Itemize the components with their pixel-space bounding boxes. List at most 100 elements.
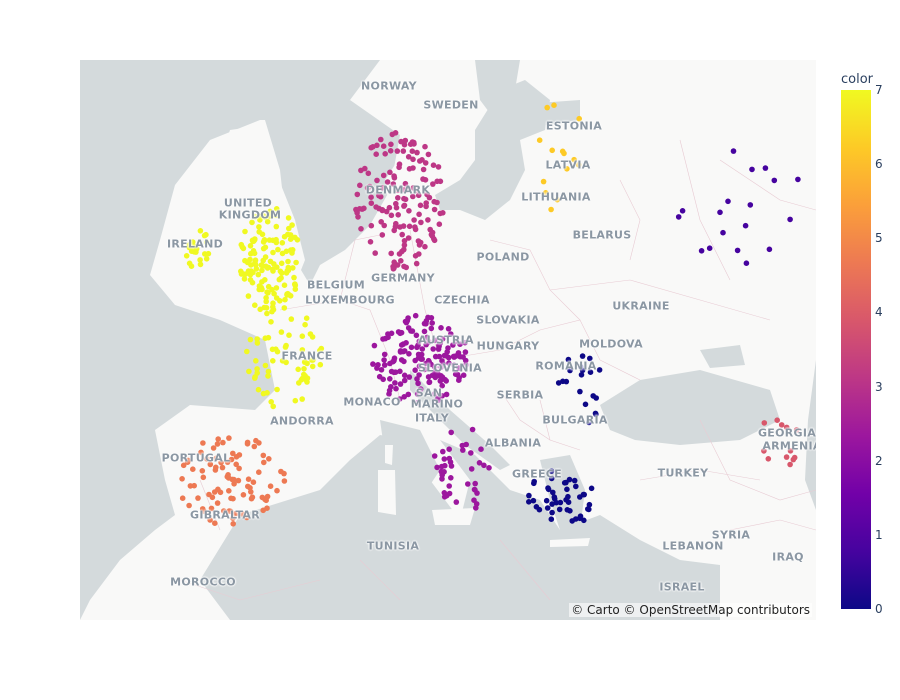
map-marker[interactable] (401, 238, 408, 244)
map-marker[interactable] (273, 285, 280, 291)
map-marker[interactable] (244, 348, 250, 355)
map-marker[interactable] (238, 268, 244, 275)
map-marker[interactable] (412, 367, 419, 374)
map-marker[interactable] (278, 260, 285, 267)
map-marker[interactable] (563, 378, 570, 385)
map-marker[interactable] (267, 483, 274, 490)
map-marker[interactable] (410, 156, 416, 163)
map-marker[interactable] (435, 397, 442, 404)
map-marker[interactable] (548, 206, 554, 213)
map-marker[interactable] (358, 226, 364, 232)
map-marker[interactable] (460, 447, 466, 453)
map-marker[interactable] (405, 154, 412, 160)
map-marker[interactable] (374, 177, 380, 184)
map-marker[interactable] (246, 368, 252, 375)
map-marker[interactable] (251, 250, 258, 257)
map-marker[interactable] (765, 456, 772, 462)
map-marker[interactable] (289, 222, 295, 228)
map-marker[interactable] (445, 354, 452, 361)
map-marker[interactable] (213, 455, 220, 462)
map-marker[interactable] (290, 265, 296, 271)
map-marker[interactable] (420, 166, 427, 173)
map-marker[interactable] (787, 461, 793, 468)
map-marker[interactable] (401, 187, 408, 193)
map-marker[interactable] (224, 459, 231, 465)
map-marker[interactable] (472, 480, 479, 487)
map-marker[interactable] (388, 330, 395, 337)
map-marker[interactable] (429, 229, 436, 236)
map-marker[interactable] (389, 131, 396, 138)
map-marker[interactable] (415, 192, 422, 199)
map-marker[interactable] (199, 468, 206, 474)
map-marker[interactable] (259, 267, 265, 274)
map-marker[interactable] (388, 141, 394, 148)
map-marker[interactable] (787, 448, 794, 454)
map-marker[interactable] (434, 464, 440, 471)
map-marker[interactable] (734, 247, 741, 254)
map-marker[interactable] (238, 241, 245, 248)
map-marker[interactable] (425, 217, 431, 223)
map-marker[interactable] (400, 348, 407, 355)
map-marker[interactable] (436, 221, 443, 227)
map-marker[interactable] (439, 393, 446, 399)
map-marker[interactable] (418, 386, 424, 392)
map-marker[interactable] (561, 150, 567, 157)
map-marker[interactable] (474, 490, 480, 496)
map-marker[interactable] (179, 476, 185, 482)
map-marker[interactable] (265, 373, 271, 379)
map-marker[interactable] (549, 147, 555, 154)
map-marker[interactable] (593, 411, 599, 418)
map-marker[interactable] (241, 276, 248, 282)
map-marker[interactable] (249, 219, 255, 226)
map-marker[interactable] (401, 358, 407, 365)
map-marker[interactable] (287, 236, 294, 242)
map-marker[interactable] (679, 208, 686, 214)
map-marker[interactable] (357, 182, 363, 189)
map-marker[interactable] (296, 380, 302, 386)
map-marker[interactable] (430, 346, 437, 352)
map-marker[interactable] (264, 310, 270, 317)
map-marker[interactable] (275, 246, 281, 253)
map-marker[interactable] (248, 489, 254, 495)
map-marker[interactable] (285, 258, 291, 265)
map-marker[interactable] (401, 242, 408, 248)
map-marker[interactable] (249, 494, 256, 501)
map-marker[interactable] (256, 229, 262, 235)
map-marker[interactable] (180, 462, 187, 469)
map-marker[interactable] (279, 270, 285, 276)
map-marker[interactable] (452, 353, 459, 359)
map-marker[interactable] (262, 277, 268, 283)
map-marker[interactable] (567, 367, 573, 374)
map-marker[interactable] (435, 164, 442, 170)
map-marker[interactable] (403, 340, 409, 346)
map-marker[interactable] (590, 393, 596, 399)
map-marker[interactable] (531, 480, 537, 487)
map-marker[interactable] (301, 359, 308, 365)
map-marker[interactable] (456, 365, 462, 371)
map-marker[interactable] (299, 396, 305, 402)
map-marker[interactable] (263, 298, 269, 305)
map-marker[interactable] (446, 483, 453, 489)
map-marker[interactable] (553, 499, 560, 506)
map-marker[interactable] (183, 253, 190, 259)
map-marker[interactable] (419, 356, 426, 362)
map-marker[interactable] (398, 258, 404, 264)
map-marker[interactable] (199, 506, 206, 512)
map-marker[interactable] (279, 240, 286, 246)
map-marker[interactable] (564, 166, 570, 172)
map-marker[interactable] (197, 261, 204, 268)
map-marker[interactable] (231, 476, 237, 483)
map-marker[interactable] (266, 456, 272, 462)
map-marker[interactable] (214, 441, 221, 447)
map-marker[interactable] (476, 460, 483, 466)
map-marker[interactable] (211, 489, 218, 495)
map-marker[interactable] (242, 228, 248, 235)
map-marker[interactable] (575, 162, 582, 168)
map-marker[interactable] (421, 320, 428, 327)
map-marker[interactable] (288, 316, 295, 322)
map-marker[interactable] (411, 141, 417, 147)
map-marker[interactable] (285, 231, 291, 238)
map-marker[interactable] (368, 194, 374, 200)
map-marker[interactable] (462, 349, 469, 355)
map-marker[interactable] (209, 494, 216, 501)
